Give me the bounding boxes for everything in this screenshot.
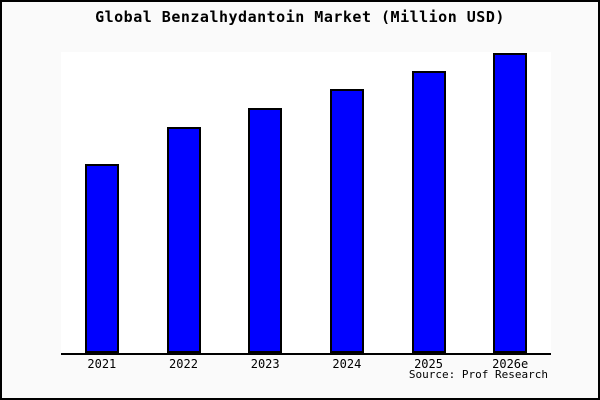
- bar-slot: [224, 52, 306, 353]
- source-note: Source: Prof Research: [408, 368, 548, 381]
- bar-slot: [388, 52, 470, 353]
- bar-slot: [469, 52, 551, 353]
- x-tick-label: 2023: [250, 357, 280, 371]
- bar-slot: [306, 52, 388, 353]
- chart-title: Global Benzalhydantoin Market (Million U…: [95, 8, 505, 26]
- x-tick-label: 2025: [414, 357, 443, 371]
- bar-2024: [329, 89, 364, 353]
- x-tick-label: 2021: [87, 357, 117, 371]
- bar-slot: [61, 52, 143, 353]
- plot-area: [61, 52, 551, 355]
- x-axis-labels: 2021 2022 2023 2024 2025 2026e: [61, 357, 551, 371]
- bar-slot: [143, 52, 225, 353]
- x-tick-label: 2024: [332, 357, 362, 371]
- bar-2025: [411, 71, 446, 353]
- bar-2022: [166, 127, 201, 353]
- bar-2023: [248, 108, 283, 353]
- x-tick-label: 2022: [169, 357, 198, 371]
- bar-2026e: [493, 53, 528, 353]
- x-tick-label: 2026e: [492, 357, 529, 371]
- bar-2021: [84, 164, 119, 353]
